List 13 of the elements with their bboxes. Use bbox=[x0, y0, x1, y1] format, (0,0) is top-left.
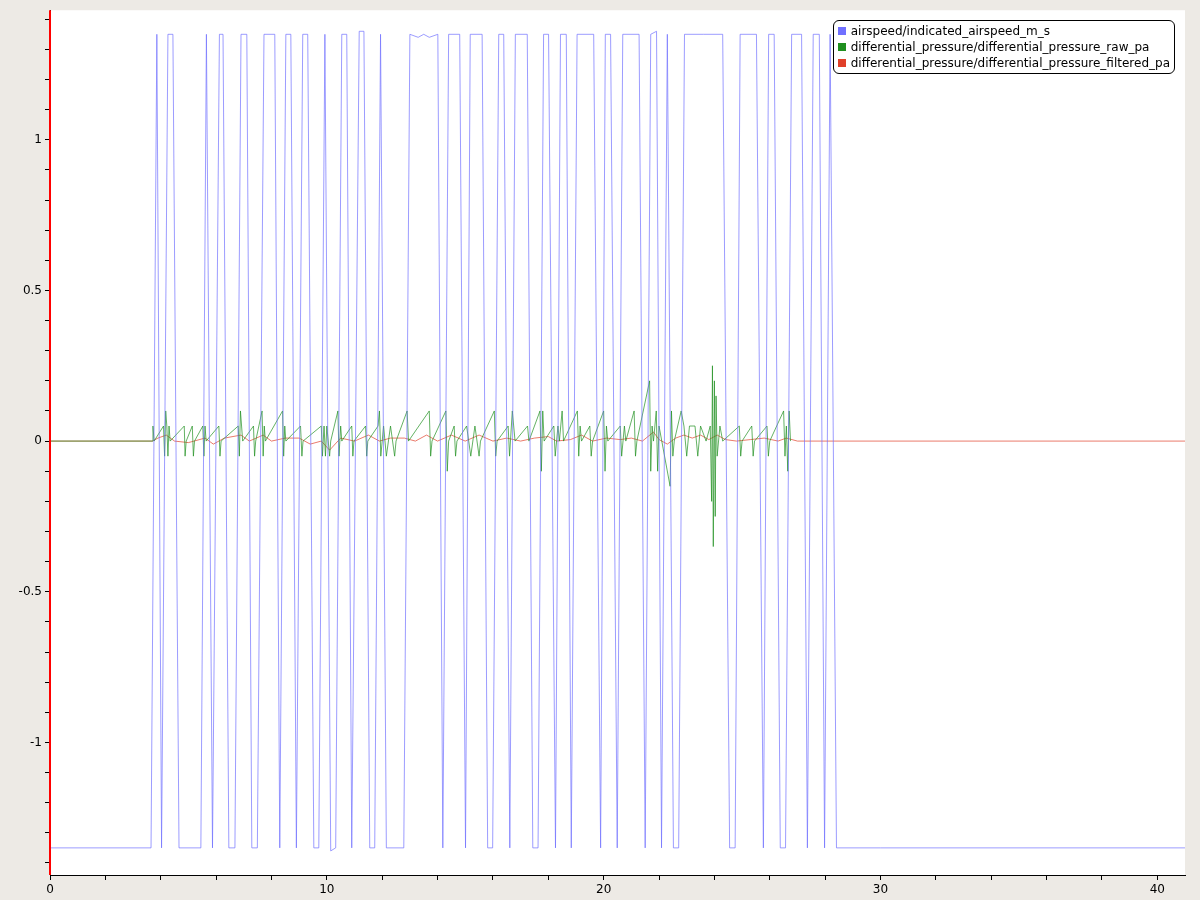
y-tick-label: 0.5 bbox=[22, 282, 42, 297]
legend-label: airspeed/indicated_airspeed_m_s bbox=[850, 23, 1050, 40]
y-tick-label: -0.5 bbox=[18, 583, 42, 598]
y-tick-label: 0 bbox=[34, 433, 42, 448]
x-tick-label: 30 bbox=[872, 882, 889, 897]
x-tick-label: 10 bbox=[319, 882, 335, 897]
legend-label: differential_pressure/differential_pressure_raw_pa bbox=[850, 39, 1150, 56]
x-tick-label: 40 bbox=[1149, 882, 1165, 897]
x-tick-label: 0 bbox=[46, 882, 54, 897]
y-tick-label: -1 bbox=[30, 734, 42, 749]
legend-label: differential_pressure/differential_pressure_filtered_pa bbox=[850, 55, 1170, 72]
x-tick-label: 20 bbox=[596, 882, 612, 897]
y-tick-label: 1 bbox=[34, 131, 42, 146]
